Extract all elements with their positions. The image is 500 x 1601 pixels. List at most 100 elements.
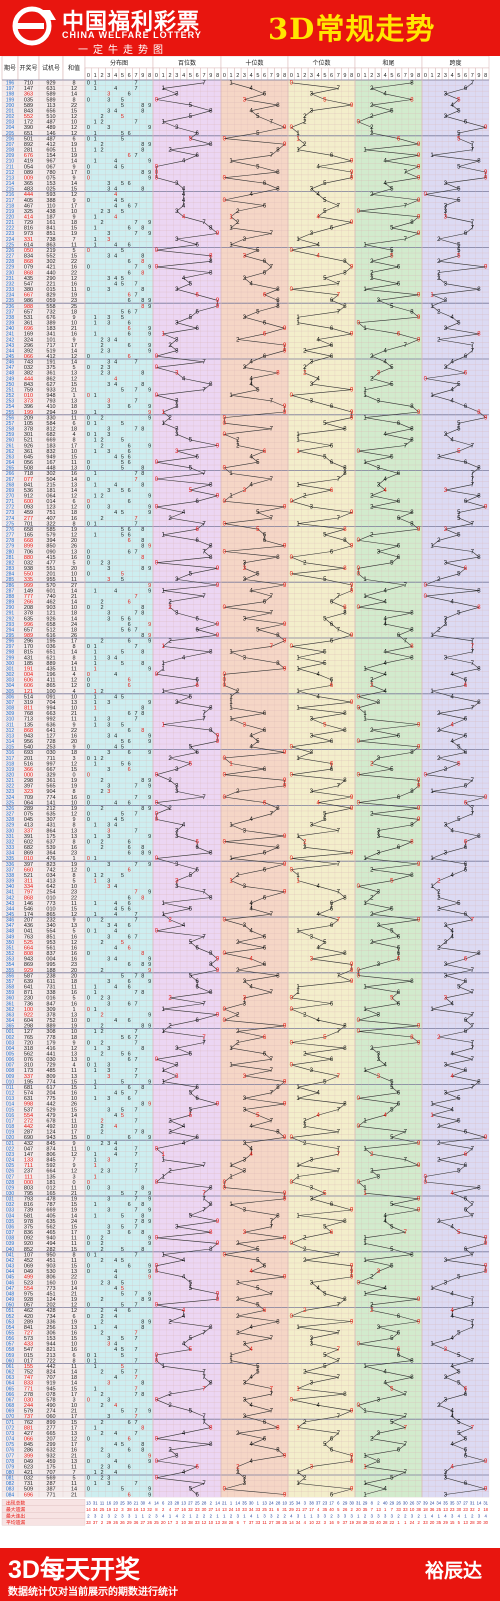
units-mark: 7 [337,1130,341,1136]
stat-label-cell [1,1518,86,1526]
tens-mark: 4 [249,376,253,382]
test-cell: 627 [46,382,55,388]
draw-cell: 444 [24,376,33,382]
test-cell: 030 [46,1057,55,1063]
test-cell: 562 [46,1224,55,1230]
hundreds-mark: 7 [202,81,206,87]
test-cell: 642 [46,884,55,890]
stat-value: 30 [202,1507,207,1512]
stat-value: 28 [276,1500,281,1505]
sum-tail-mark: 4 [383,1213,387,1219]
distribution-mark: 7 [134,1191,137,1197]
tens-mark: 3 [243,560,247,566]
stat-value: 11 [262,1520,267,1525]
tens-mark: 8 [276,287,280,293]
stat-value: 29 [390,1500,395,1505]
span-mark: 8 [477,700,481,706]
span-line [425,82,487,1495]
distribution-mark: 7 [134,1091,137,1097]
stat-value: 38 [309,1500,314,1505]
stat-value: 33 [423,1520,428,1525]
distribution-mark: 1 [94,1063,97,1069]
distribution-mark: 7 [134,1001,137,1007]
units-mark: 6 [330,678,334,684]
test-cell: 865 [46,683,55,689]
test-cell: 950 [46,1252,55,1258]
span-mark: 9 [484,125,488,131]
sum-tail-mark: 0 [357,968,361,974]
distribution-mark: 4 [114,510,117,516]
sum-cell: 19 [71,231,77,237]
distribution-mark: 7 [134,1420,137,1426]
units-mark: 2 [303,1420,307,1426]
stat-value: 4 [484,1513,487,1518]
sum-cell: 5 [72,879,75,885]
sum-tail-mark: 3 [377,851,381,857]
draw-cell: 427 [24,1431,33,1437]
draw-cell: 281 [24,148,33,154]
sum-tail-mark: 1 [363,1241,367,1247]
draw-cell: 841 [24,482,33,488]
tens-mark: 1 [229,823,233,829]
distribution-mark: 2 [100,1130,103,1136]
distribution-mark: 3 [107,560,110,566]
tens-mark: 3 [243,722,247,728]
span-mark: 7 [471,1303,475,1309]
sum-cell: 11 [71,1236,77,1242]
tens-mark: 8 [276,845,280,851]
hundreds-mark: 1 [162,1079,166,1085]
test-cell: 728 [46,739,55,745]
units-mark: 7 [337,973,341,979]
sum-tail-mark: 7 [404,1158,408,1164]
distribution-mark: 4 [114,1470,117,1476]
stat-value: 39 [363,1520,368,1525]
stat-value: 3 [344,1513,347,1518]
draw-cell: 421 [24,1470,33,1476]
units-mark: 7 [337,1375,341,1381]
draw-cell: 105 [24,421,33,427]
sum-cell: 19 [71,527,77,533]
stat-value: 5 [458,1520,461,1525]
sum-cell: 0 [72,773,75,779]
distribution-mark: 3 [107,1046,110,1052]
distribution-mark: 0 [87,477,90,483]
distribution-mark: 3 [107,97,110,103]
hundreds-mark: 0 [155,265,159,271]
tens-mark: 2 [236,1464,240,1470]
test-cell: 451 [46,1291,55,1297]
period-cell: 338 [6,873,15,879]
span-mark: 6 [464,231,468,237]
hundreds-mark: 7 [202,711,206,717]
test-cell: 412 [46,142,55,148]
sum-cell: 14 [71,588,77,594]
tens-mark: 0 [223,683,227,689]
draw-cell: 720 [24,1040,33,1046]
distribution-mark: 0 [87,996,90,1002]
distribution-mark: 1 [94,1213,97,1219]
digit-header-label: 2 [303,73,306,79]
span-mark: 6 [464,1247,468,1253]
distribution-mark: 5 [121,616,124,622]
digit-header-label: 1 [364,73,367,79]
period-cell: 331 [6,834,15,840]
span-mark: 3 [444,1492,448,1498]
hundreds-mark: 3 [175,348,179,354]
period-cell: 227 [6,254,15,260]
test-cell: 932 [46,1453,55,1459]
hundreds-mark: 7 [202,1375,206,1381]
draw-cell: 201 [24,756,33,762]
sum-cell: 21 [71,387,77,393]
distribution-mark: 7 [134,611,137,617]
stat-value: 2 [162,1507,165,1512]
stat-value: 2 [377,1500,380,1505]
span-mark: 3 [444,1280,448,1286]
tens-mark: 6 [263,92,267,98]
sum-tail-mark: 8 [410,873,414,879]
sum-tail-mark: 7 [404,639,408,645]
tens-mark: 3 [243,655,247,661]
span-mark: 6 [464,862,468,868]
span-mark: 7 [471,812,475,818]
stat-value: 7 [371,1507,374,1512]
stat-value: 1 [404,1520,407,1525]
sum-cell: 13 [71,549,77,555]
